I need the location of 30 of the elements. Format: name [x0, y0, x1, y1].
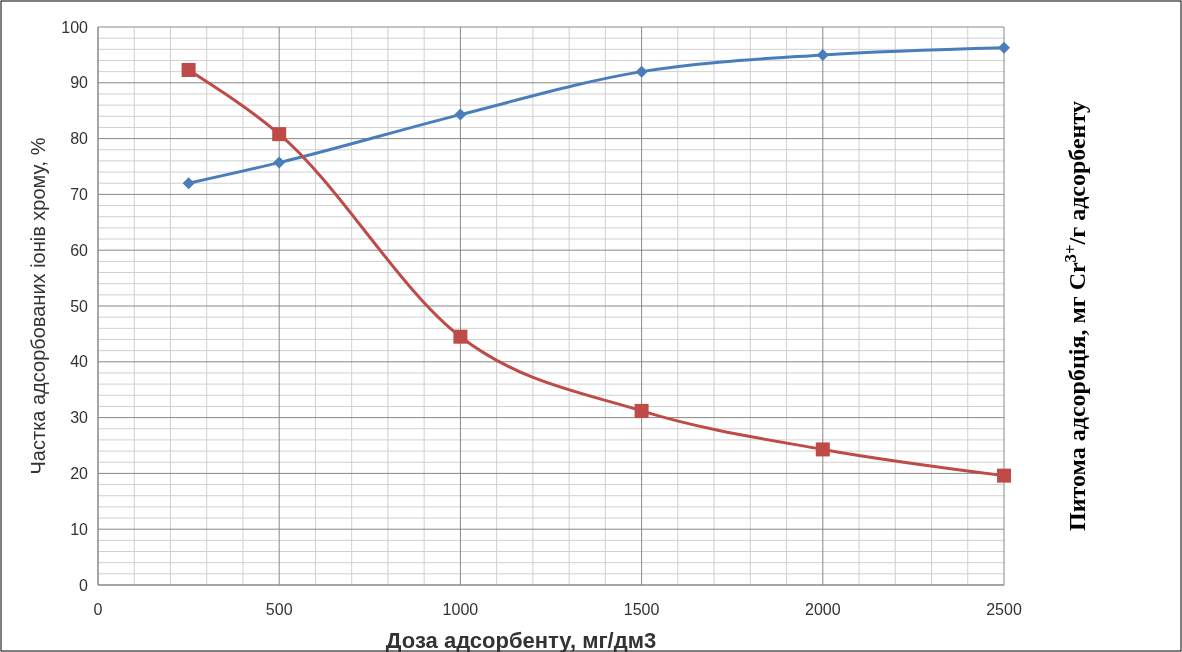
y-tick-label: 90	[70, 74, 89, 92]
y-axis-title: Частка адсорбованих іонів хрому, %	[27, 137, 49, 475]
y-tick-label: 50	[70, 297, 89, 315]
point	[635, 65, 648, 78]
x-tick-label: 0	[93, 601, 103, 618]
point	[273, 156, 286, 169]
x-tick-label: 1500	[623, 601, 660, 618]
point	[634, 403, 649, 418]
y-tick-label: 70	[70, 186, 89, 203]
point	[815, 442, 830, 457]
y-tick-label: 80	[70, 130, 89, 148]
y-tick-label: 20	[70, 465, 89, 482]
x-tick-label: 1000	[442, 601, 479, 618]
y-tick-label: 100	[61, 18, 89, 36]
y-tick-label: 40	[70, 353, 89, 371]
y-tick-label: 60	[70, 241, 89, 259]
point	[272, 127, 287, 142]
point	[454, 108, 467, 121]
x-tick-label: 2000	[805, 601, 841, 618]
x-axis-title: Доза адсорбенту, мг/дм3	[385, 628, 657, 652]
x-tick-label: 2500	[986, 601, 1022, 618]
point	[182, 177, 195, 190]
x-tick-label: 500	[265, 601, 293, 618]
y-tick-label: 30	[70, 409, 89, 427]
point	[997, 468, 1011, 483]
point	[181, 62, 196, 77]
y-tick-label: 10	[70, 520, 89, 538]
point	[453, 329, 468, 344]
point	[998, 41, 1010, 54]
y-tick-label: 0	[79, 576, 89, 594]
